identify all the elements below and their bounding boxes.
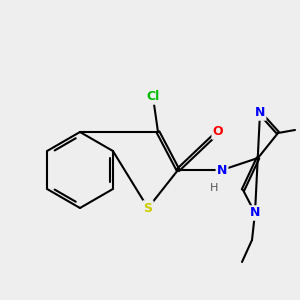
- Text: Cl: Cl: [146, 91, 160, 103]
- Text: N: N: [217, 164, 227, 176]
- Text: O: O: [213, 125, 223, 139]
- Text: N: N: [255, 106, 265, 119]
- Text: N: N: [250, 206, 260, 220]
- Text: S: S: [143, 202, 152, 214]
- Text: H: H: [210, 183, 218, 193]
